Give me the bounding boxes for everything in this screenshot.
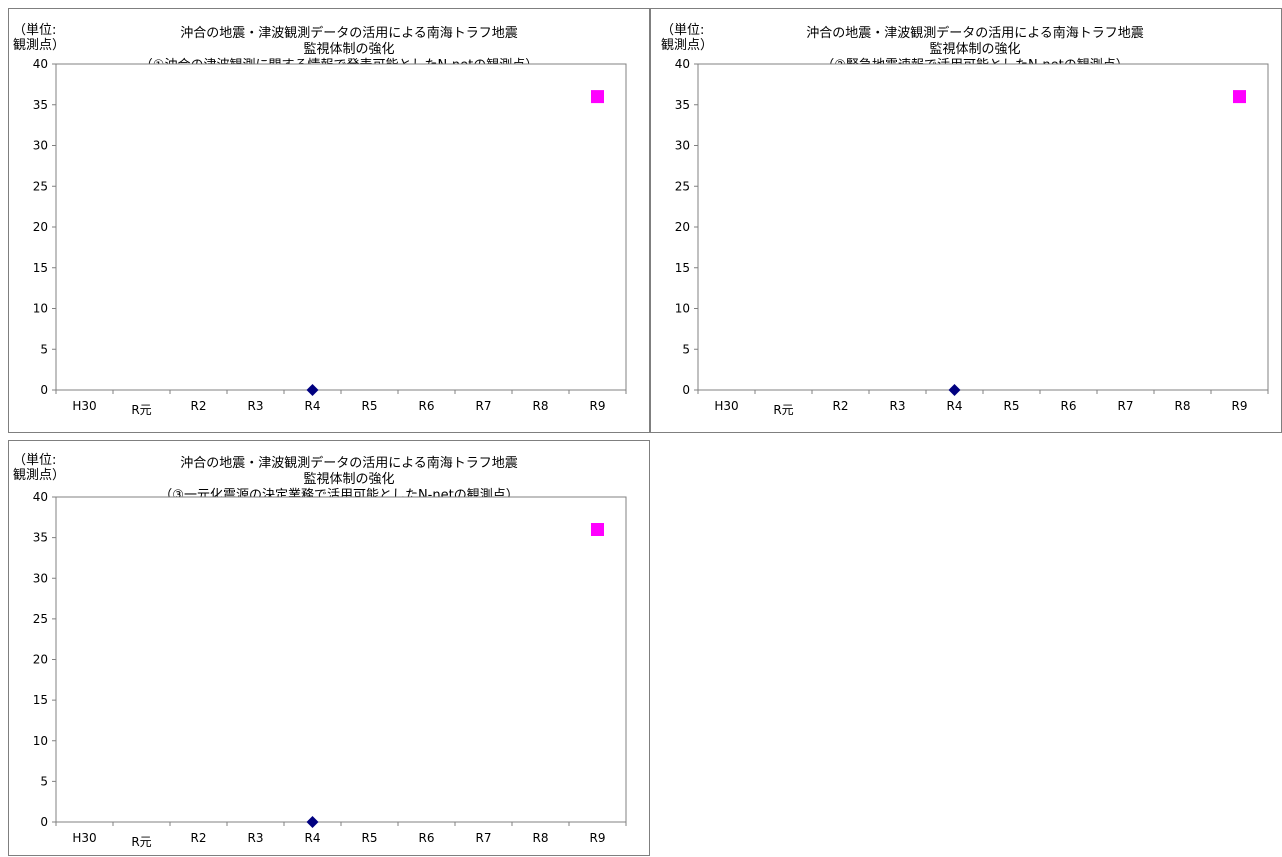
x-tick-label: R8 xyxy=(1175,399,1191,413)
y-tick-label: 0 xyxy=(40,815,48,829)
y-tick-label: 35 xyxy=(675,98,690,112)
y-tick-label: 25 xyxy=(675,179,690,193)
chart-plot-2: 0 5 10 15 20 25 30 35 40 H30 R元 R2 R3 R4 R5 R6 R7 R8 R9 xyxy=(675,57,1269,417)
y-tick-label: 10 xyxy=(33,302,48,316)
y-tick-label: 35 xyxy=(33,531,48,545)
x-tick-label: R8 xyxy=(533,399,549,413)
y-tick-label: 40 xyxy=(33,490,48,504)
y-tick-label: 40 xyxy=(675,57,690,71)
chart-panel-2: （単位: 観測点） 沖合の地震・津波観測データの活用による南海トラフ地震 監視体… xyxy=(650,8,1282,433)
unit-label: （単位: 観測点） xyxy=(13,453,65,483)
x-tick-label: R元 xyxy=(131,403,151,417)
y-tick-label: 30 xyxy=(675,139,690,153)
y-tick-label: 5 xyxy=(682,342,690,356)
x-tick-label: R4 xyxy=(305,831,321,845)
x-tick-label: R5 xyxy=(362,831,378,845)
y-tick-label: 0 xyxy=(40,383,48,397)
title-line-2: 監視体制の強化 xyxy=(303,42,395,57)
unit-label: （単位: 観測点） xyxy=(13,23,65,53)
x-tick-label: R5 xyxy=(1004,399,1020,413)
plot-area xyxy=(55,63,627,391)
x-tick-label: R9 xyxy=(590,399,606,413)
x-tick-label: R6 xyxy=(1061,399,1077,413)
chart-plot-3: 0 5 10 15 20 25 30 35 40 H30 R元 R2 R3 R4 R5 R6 R7 R8 R9 xyxy=(33,490,627,849)
x-tick-label: R3 xyxy=(248,831,264,845)
y-tick-label: 35 xyxy=(33,98,48,112)
x-tick-label: R7 xyxy=(476,399,492,413)
x-tick-label: R2 xyxy=(191,831,207,845)
y-tick-label: 20 xyxy=(33,220,48,234)
x-tick-label: R9 xyxy=(590,831,606,845)
x-tick-label: R5 xyxy=(362,399,378,413)
y-tick-label: 5 xyxy=(40,342,48,356)
y-tick-label: 15 xyxy=(33,261,48,275)
data-point-square xyxy=(591,90,604,104)
x-tick-label: R7 xyxy=(1118,399,1134,413)
y-tick-label: 10 xyxy=(33,734,48,748)
y-tick-label: 25 xyxy=(33,179,48,193)
x-tick-label: R3 xyxy=(248,399,264,413)
unit-label: （単位: 観測点） xyxy=(661,23,713,53)
x-tick-label: R元 xyxy=(131,835,151,849)
y-tick-label: 10 xyxy=(675,302,690,316)
data-point-square xyxy=(1233,90,1246,104)
x-tick-label: H30 xyxy=(72,399,96,413)
x-tick-label: R7 xyxy=(476,831,492,845)
x-tick-label: R8 xyxy=(533,831,549,845)
x-tick-label: R元 xyxy=(773,403,793,417)
x-tick-label: R2 xyxy=(191,399,207,413)
x-tick-label: R6 xyxy=(419,399,435,413)
x-tick-label: R3 xyxy=(890,399,906,413)
x-tick-label: R4 xyxy=(947,399,963,413)
data-point-diamond xyxy=(306,816,319,828)
y-tick-label: 20 xyxy=(675,220,690,234)
chart-panel-3: （単位: 観測点） 沖合の地震・津波観測データの活用による南海トラフ地震 監視体… xyxy=(8,440,650,856)
y-tick-label: 25 xyxy=(33,612,48,626)
x-tick-label: R9 xyxy=(1232,399,1248,413)
x-tick-label: R2 xyxy=(833,399,849,413)
data-point-diamond xyxy=(948,384,961,396)
x-tick-label: H30 xyxy=(72,831,96,845)
y-tick-label: 30 xyxy=(33,571,48,585)
y-tick-label: 15 xyxy=(675,261,690,275)
data-point-square xyxy=(591,523,604,536)
x-tick-label: R4 xyxy=(305,399,321,413)
chart-panel-1: （単位: 観測点） 沖合の地震・津波観測データの活用による南海トラフ地震 監視体… xyxy=(8,8,650,433)
title-line-2: 監視体制の強化 xyxy=(929,42,1021,57)
unit-label-text: （単位: 観測点） xyxy=(661,23,714,53)
y-tick-label: 40 xyxy=(33,57,48,71)
y-tick-label: 15 xyxy=(33,693,48,707)
y-tick-label: 20 xyxy=(33,653,48,667)
title-line-1: 沖合の地震・津波観測データの活用による南海トラフ地震 xyxy=(180,26,518,41)
y-tick-label: 30 xyxy=(33,139,48,153)
y-tick-label: 0 xyxy=(682,383,690,397)
x-tick-label: H30 xyxy=(714,399,738,413)
data-point-diamond xyxy=(306,384,319,396)
title-line-1: 沖合の地震・津波観測データの活用による南海トラフ地震 xyxy=(180,456,518,471)
title-line-1: 沖合の地震・津波観測データの活用による南海トラフ地震 xyxy=(806,26,1144,41)
x-tick-label: R6 xyxy=(419,831,435,845)
y-tick-label: 5 xyxy=(40,774,48,788)
plot-area xyxy=(697,63,1269,391)
unit-label-text: （単位: 観測点） xyxy=(13,23,66,53)
chart-plot-1: 0 5 10 15 20 25 30 35 40 H30 R元 R2 R3 R4 R5 R6 R7 R8 R9 xyxy=(33,57,627,417)
plot-area xyxy=(55,496,627,823)
unit-label-text: （単位: 観測点） xyxy=(13,453,66,483)
title-line-2: 監視体制の強化 xyxy=(303,472,395,487)
